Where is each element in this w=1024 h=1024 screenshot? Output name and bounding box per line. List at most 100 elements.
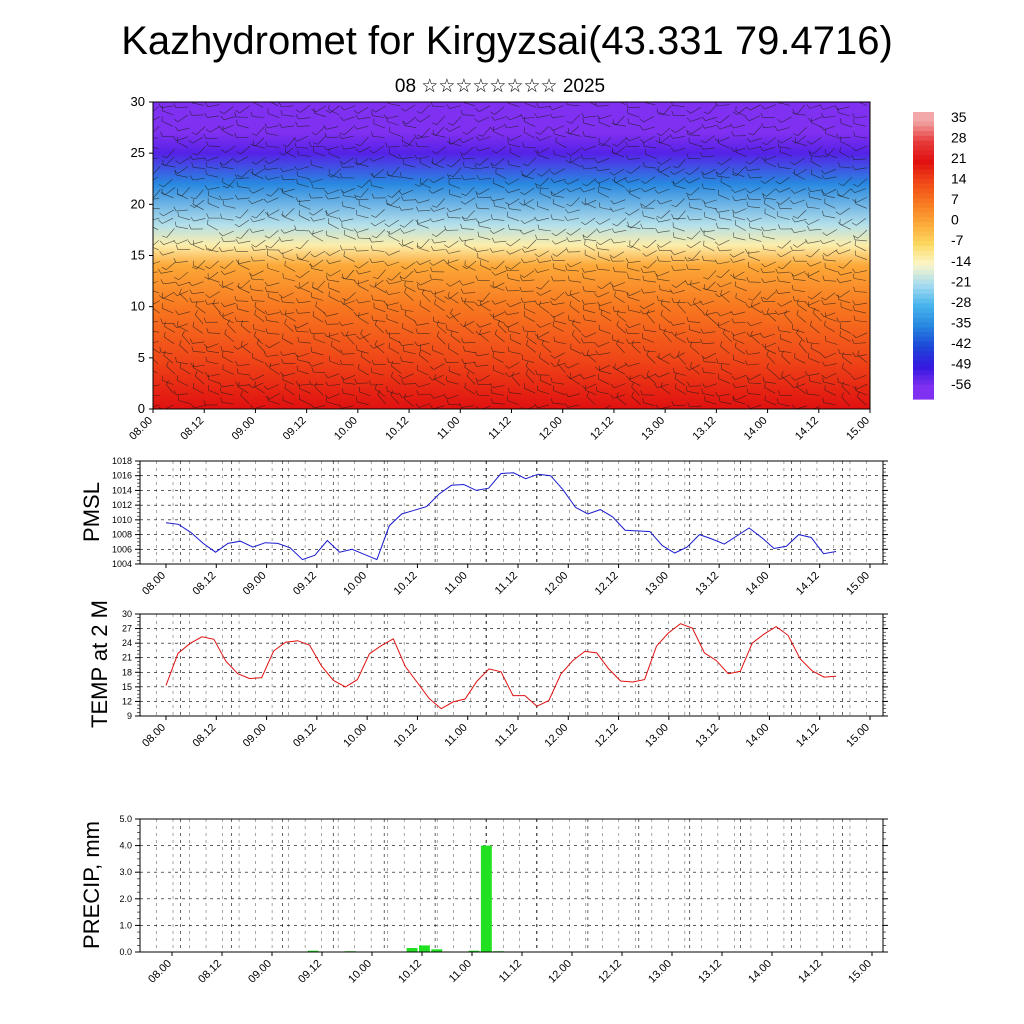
wind-barb [239, 105, 250, 114]
wind-barb-flag [429, 290, 434, 295]
wind-barb [194, 200, 205, 208]
wind-barb [207, 373, 220, 377]
wind-barb-flag [525, 369, 529, 375]
wind-barb [778, 146, 791, 149]
wind-barb [282, 312, 295, 315]
wind-barb-flag [537, 224, 540, 230]
wind-barb [766, 188, 776, 197]
wind-barb-flag [836, 242, 841, 247]
wind-barb [492, 385, 505, 388]
wind-barb [417, 333, 430, 335]
wind-barb-flag [702, 383, 706, 388]
wind-barb-flag [204, 372, 209, 377]
wind-barb-flag [837, 377, 839, 383]
wind-barb-flag [233, 345, 238, 350]
wind-barb-flag [507, 325, 509, 332]
wind-barb [492, 198, 505, 201]
wind-barb [313, 259, 324, 268]
wind-barb [162, 110, 174, 116]
wind-barb [538, 106, 551, 108]
wind-barb [448, 240, 459, 248]
wind-barb [282, 338, 294, 345]
colorbar-swatch [913, 351, 934, 357]
wind-barb [267, 146, 280, 148]
wind-barb [464, 326, 474, 335]
wind-barb-flag [642, 275, 645, 281]
wind-barb [663, 105, 672, 115]
wind-barb-flag [700, 144, 704, 150]
wind-barb-flag [400, 229, 405, 234]
wind-barb [764, 381, 777, 384]
wind-barb [538, 147, 550, 154]
wind-barb-flag [701, 310, 706, 316]
wind-barb [479, 323, 492, 328]
wind-barb [858, 102, 867, 106]
wind-barb [508, 278, 520, 282]
wind-barb-flag [624, 178, 629, 183]
wind-barb [192, 102, 204, 106]
x-tick-label: 10.12 [396, 958, 424, 986]
wind-barb-flag [235, 381, 239, 387]
wind-barb [464, 244, 476, 251]
wind-barb-flag [616, 320, 619, 326]
wind-barb [479, 225, 491, 229]
x-tick-label: 14.00 [746, 958, 774, 986]
wind-barb-flag [761, 263, 766, 268]
wind-barb-flag [173, 103, 177, 108]
wind-barb [857, 396, 867, 406]
wind-barb [388, 292, 401, 295]
wind-barb [660, 289, 672, 293]
wind-barb [539, 193, 552, 199]
wind-barb [854, 375, 867, 380]
wind-barb [569, 187, 582, 193]
wind-barb [643, 280, 656, 283]
wind-barb [493, 318, 505, 324]
wind-barb [493, 312, 505, 318]
wind-barb [627, 267, 640, 272]
wind-barb [766, 354, 776, 364]
wind-barb-flag [159, 212, 164, 217]
x-tick-label: 10.12 [392, 570, 420, 598]
wind-barb [855, 255, 868, 260]
wind-barb [824, 203, 836, 209]
wind-barb-flag [179, 288, 182, 294]
wind-barb-flag [160, 279, 164, 284]
wind-barb [568, 319, 581, 324]
wind-barb [554, 362, 566, 367]
wind-barb-flag [459, 281, 464, 286]
wind-barb-flag [656, 199, 661, 205]
wind-barb [748, 198, 761, 200]
wind-barb [211, 241, 221, 251]
wind-barb-flag [388, 342, 390, 348]
x-tick-label: 13.00 [646, 958, 674, 986]
wind-barb [628, 261, 641, 263]
wind-barb [522, 175, 534, 180]
wind-barb [433, 207, 446, 212]
wind-barb-flag [175, 244, 179, 250]
wind-barb [391, 166, 400, 177]
wind-barb [433, 176, 445, 183]
wind-barb [344, 105, 356, 111]
wind-barb [480, 265, 492, 271]
wind-barb-flag [564, 216, 568, 221]
wind-barb-flag [670, 255, 673, 261]
wind-barb-flag [371, 172, 374, 178]
wind-barb [660, 303, 671, 312]
wind-barb [357, 228, 369, 233]
wind-barb-flag [669, 134, 673, 139]
wind-barb-flag [370, 222, 376, 227]
wind-barb-flag [166, 361, 169, 367]
wind-barb-flag [175, 160, 180, 164]
wind-barb [766, 312, 777, 322]
wind-barb-flag [419, 157, 421, 163]
x-tick-label: 12.00 [542, 570, 570, 598]
y-tick-label: 21 [122, 653, 132, 663]
wind-barb-flag [734, 219, 737, 225]
wind-barb-flag [808, 192, 810, 198]
wind-barb [267, 312, 280, 316]
colorbar-swatch [913, 322, 934, 328]
wind-barb-flag [264, 362, 269, 367]
wind-barb [762, 271, 775, 273]
wind-barb [268, 209, 280, 216]
